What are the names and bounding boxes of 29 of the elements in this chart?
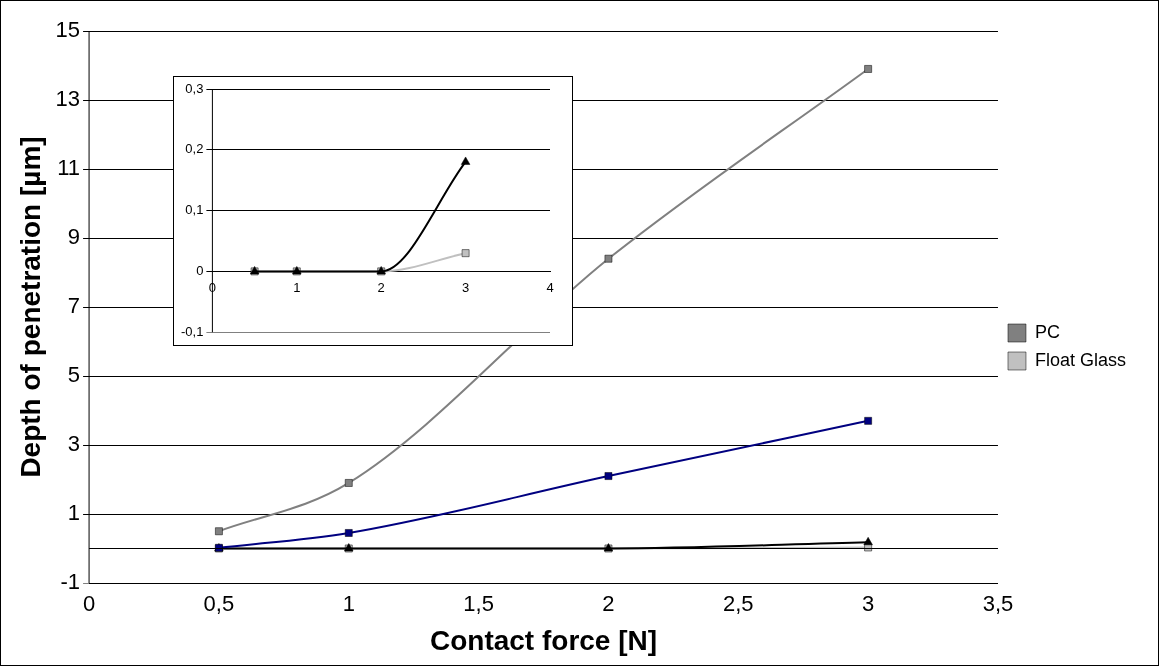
x-tick-label: 2 — [377, 279, 385, 295]
y-tick-label: 7 — [67, 293, 81, 319]
y-tick-label: -1 — [60, 569, 81, 595]
x-tick-label: 2 — [602, 591, 615, 617]
y-tick-label: 9 — [67, 224, 81, 250]
y-tick-label: 11 — [57, 155, 81, 181]
x-tick-label: 0,5 — [203, 591, 235, 617]
y-tick-label: 15 — [55, 17, 81, 43]
y-tick-label: 3 — [67, 431, 81, 457]
y-tick-label: -0,1 — [180, 323, 204, 339]
y-tick-label: 13 — [55, 86, 81, 112]
x-axis-title: Contact force [N] — [429, 624, 658, 656]
x-tick-label: 1,5 — [463, 591, 494, 617]
legend-label: Float Glass — [1034, 349, 1126, 370]
legend-label: PC — [1034, 321, 1060, 342]
x-tick-label: 1 — [342, 591, 355, 617]
x-tick-label: 1 — [293, 279, 301, 295]
x-tick-label: 3 — [461, 279, 470, 295]
y-tick-label: 0,1 — [185, 202, 204, 218]
y-tick-label: 0,3 — [185, 80, 204, 96]
y-tick-label: 0 — [196, 262, 204, 278]
y-tick-label: 1 — [67, 500, 81, 526]
x-tick-label: 3 — [862, 591, 875, 617]
y-tick-label: 0,2 — [185, 141, 204, 157]
x-tick-label: 2,5 — [722, 591, 754, 617]
x-tick-label: 4 — [546, 279, 554, 295]
x-tick-label: 3,5 — [982, 591, 1014, 617]
y-tick-label: 5 — [67, 362, 81, 388]
y-axis-title: Depth of penetration [µm] — [14, 136, 46, 478]
